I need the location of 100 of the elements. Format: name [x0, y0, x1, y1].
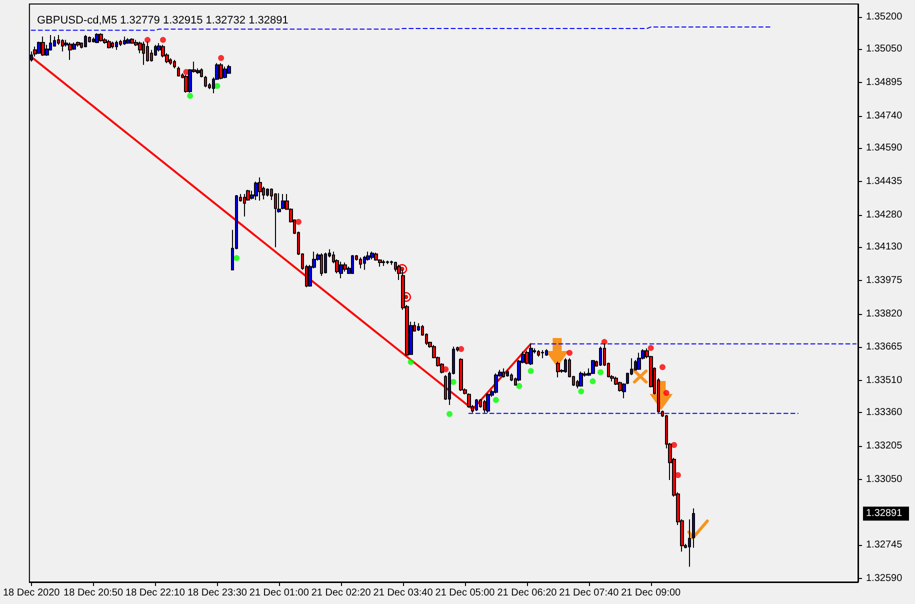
- candlestick: [537, 350, 540, 358]
- x-tick-label: 21 Dec 03:40: [373, 588, 434, 598]
- point: [528, 368, 534, 374]
- candlestick: [417, 322, 420, 332]
- y-tick-label: 1.34130: [866, 242, 903, 253]
- candlestick: [545, 348, 548, 356]
- x-tick-label: 21 Dec 01:00: [249, 588, 310, 598]
- y-tick-label: 1.35050: [866, 44, 903, 55]
- candlestick: [41, 36, 45, 56]
- y-tick-label: 1.33665: [866, 342, 903, 353]
- candlestick: [92, 36, 95, 44]
- y-tick-label: 1.33205: [866, 440, 903, 452]
- candlestick: [688, 518, 691, 568]
- candlestick: [177, 66, 180, 77]
- point: [187, 92, 194, 99]
- point: [492, 397, 499, 404]
- candlestick: [107, 39, 111, 49]
- candlestick: [204, 75, 207, 88]
- candlestick: [227, 64, 231, 74]
- candlestick: [84, 34, 87, 48]
- candlestick: [564, 358, 567, 374]
- candlestick: [579, 371, 583, 388]
- candlestick: [510, 372, 513, 382]
- candlestick: [123, 36, 126, 46]
- candlestick: [254, 181, 258, 200]
- candlestick: [88, 36, 91, 44]
- y-tick-label: 1.33360: [866, 407, 903, 418]
- y-tick-label: 1.32745: [866, 540, 903, 550]
- y-tick-label: 1.34590: [866, 142, 903, 154]
- candlestick: [115, 40, 118, 50]
- y-tick-label: 1.32590: [866, 572, 903, 584]
- point: [160, 36, 166, 43]
- point: [671, 442, 678, 448]
- candlestick: [502, 368, 505, 378]
- candlestick: [169, 58, 172, 66]
- candlestick: [591, 360, 595, 374]
- candlestick: [223, 66, 227, 79]
- candlestick: [541, 350, 544, 359]
- y-tick-label: 1.33050: [866, 474, 903, 485]
- candlestick: [119, 39, 122, 46]
- candlestick: [363, 255, 366, 270]
- point: [218, 54, 224, 61]
- candlestick: [99, 32, 103, 42]
- text: 1.32891: [866, 508, 903, 520]
- candlestick: [219, 62, 223, 80]
- candlestick: [370, 251, 374, 260]
- candlestick: [200, 68, 203, 78]
- candlestick: [68, 42, 72, 60]
- candlestick: [637, 352, 641, 370]
- candlestick: [53, 36, 56, 48]
- candlestick: [692, 508, 695, 548]
- y-tick-label: 1.33975: [866, 274, 903, 286]
- point: [659, 364, 666, 370]
- candlestick: [258, 176, 262, 202]
- candlestick: [459, 358, 463, 392]
- candlestick: [281, 193, 285, 210]
- x-tick-label: 18 Dec 22:10: [126, 588, 186, 598]
- candlestick: [599, 346, 602, 367]
- x-tick-label: 21 Dec 06:20: [497, 588, 558, 598]
- point: [446, 411, 453, 417]
- candlestick: [126, 38, 130, 44]
- candlestick: [103, 38, 107, 44]
- y-tick-label: 1.34740: [866, 110, 903, 122]
- point: [590, 378, 596, 384]
- point: [516, 383, 522, 390]
- x-tick-label: 18 Dec 20:50: [64, 588, 124, 598]
- x-tick-label: 18 Dec 23:30: [187, 588, 248, 598]
- point: [578, 388, 584, 394]
- x-tick-label: 18 Dec 2020: [2, 588, 60, 598]
- candlestick: [382, 259, 385, 267]
- candlestick: [111, 41, 114, 49]
- point: [598, 369, 604, 376]
- candlestick: [444, 374, 447, 401]
- point: [566, 350, 573, 356]
- candlestick: [324, 252, 327, 274]
- x-tick-label: 21 Dec 05:00: [435, 588, 496, 598]
- candlestick: [359, 256, 362, 269]
- candlestick: [243, 193, 246, 218]
- point: [648, 344, 654, 351]
- y-tick-label: 1.33820: [866, 308, 903, 320]
- candlestick: [320, 252, 323, 276]
- point: [234, 255, 240, 262]
- point: [601, 338, 608, 345]
- x-tick-label: 21 Dec 07:40: [559, 588, 620, 598]
- point: [663, 390, 670, 396]
- candlestick: [339, 261, 343, 279]
- x-tick-label: 21 Dec 02:20: [311, 588, 372, 598]
- candlestick: [274, 192, 277, 248]
- candlestick: [506, 369, 509, 378]
- point: [296, 218, 302, 225]
- candlestick: [266, 188, 269, 198]
- point: [408, 358, 414, 365]
- candlestick: [130, 38, 134, 44]
- candlestick: [173, 59, 176, 69]
- candlestick: [95, 32, 99, 44]
- x-tick-label: 21 Dec 09:00: [621, 588, 682, 598]
- y-tick-label: 1.34280: [866, 209, 903, 220]
- y-tick-label: 1.34895: [866, 77, 903, 88]
- candlestick: [351, 254, 354, 274]
- candlestick: [76, 41, 80, 48]
